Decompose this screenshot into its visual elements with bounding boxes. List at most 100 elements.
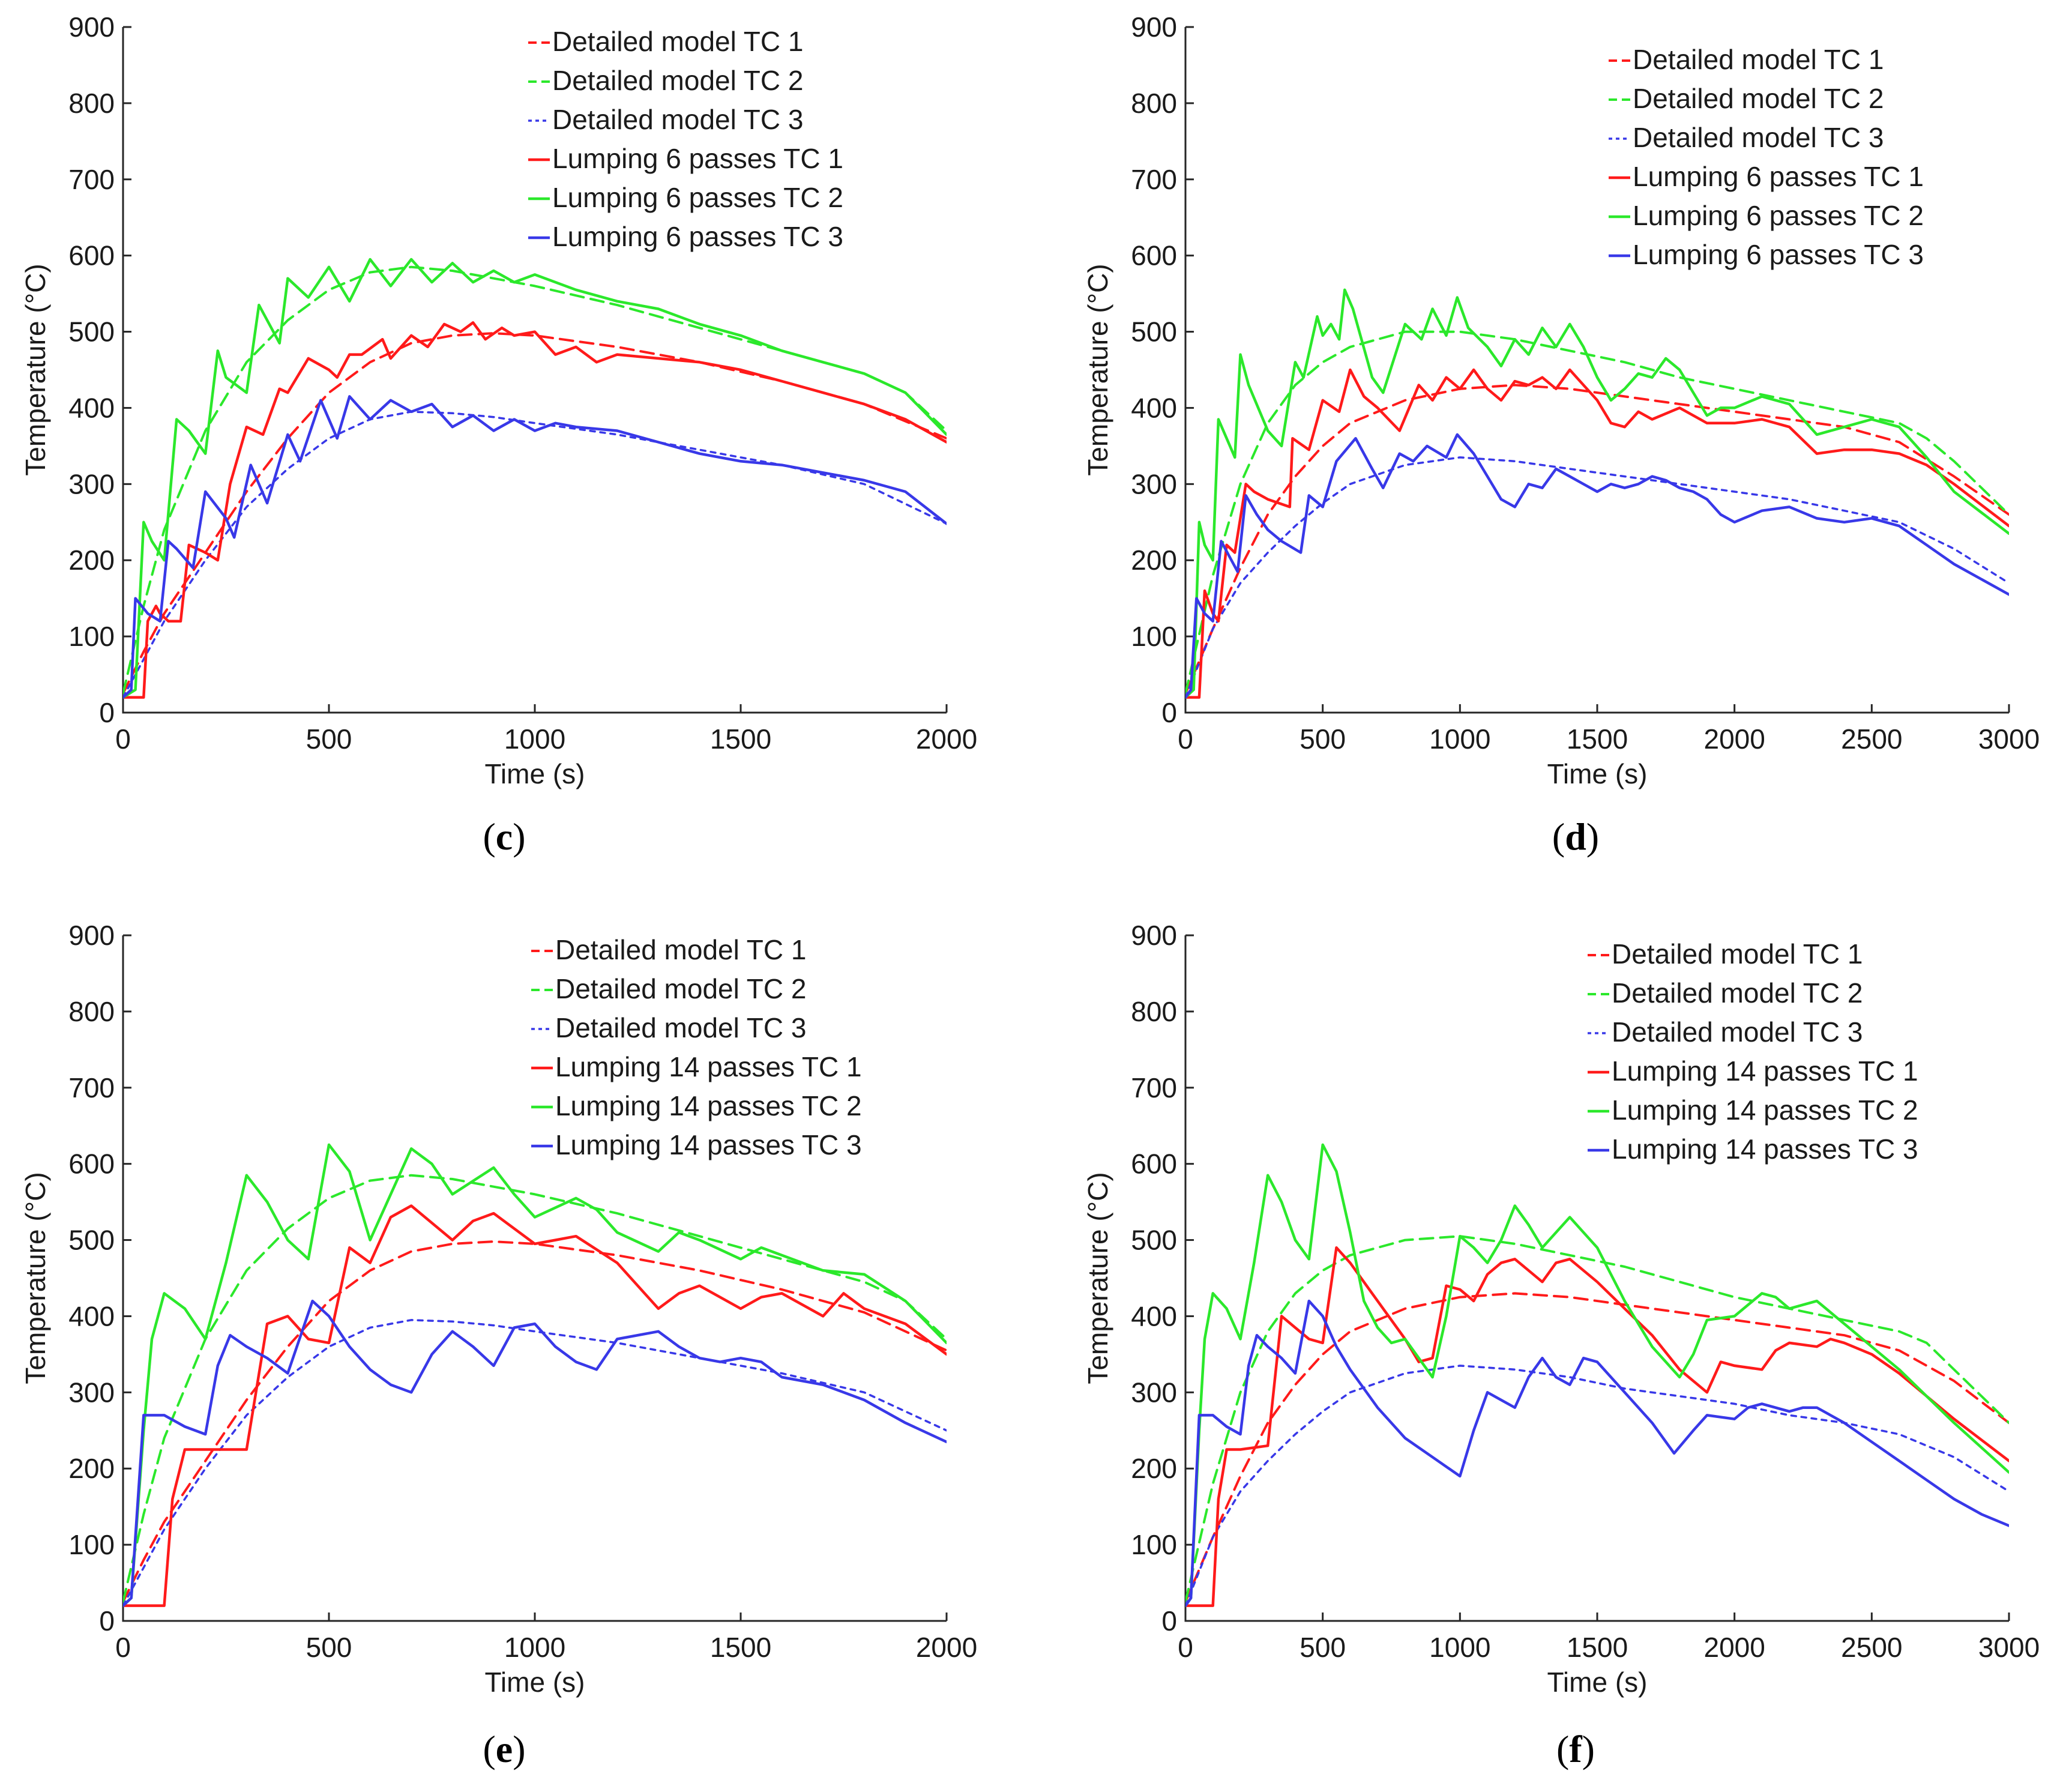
panel-label: (c): [483, 815, 525, 858]
x-tick-label: 3000: [1978, 1632, 2040, 1663]
y-tick-label: 700: [68, 1072, 115, 1103]
y-tick-label: 500: [68, 316, 115, 348]
x-tick-label: 2500: [1841, 723, 1902, 755]
legend-entry: Lumping 14 passes TC 2: [1612, 1094, 1918, 1126]
x-tick-label: 1000: [504, 723, 565, 755]
legend-entry: Detailed model TC 1: [552, 26, 803, 57]
y-tick-label: 900: [68, 920, 115, 951]
legend-entry: Detailed model TC 3: [552, 104, 803, 135]
legend-entry: Detailed model TC 2: [1612, 977, 1863, 1009]
x-tick-label: 500: [1300, 723, 1346, 755]
y-tick-label: 300: [68, 468, 115, 499]
y-tick-label: 800: [68, 88, 115, 119]
x-tick-label: 0: [115, 723, 131, 755]
x-tick-label: 500: [1300, 1632, 1346, 1663]
legend-entry: Lumping 14 passes TC 3: [555, 1129, 862, 1160]
legend-entry: Lumping 14 passes TC 1: [1612, 1055, 1918, 1087]
legend-entry: Lumping 6 passes TC 1: [552, 143, 843, 174]
panel-f: 0 100 200 300 400 500 600 700 800 900 0 500 1000 1500…: [1082, 920, 2040, 1770]
y-tick-label: 500: [1131, 1225, 1177, 1256]
y-tick-label: 600: [1131, 240, 1177, 271]
panel-d: 0 100 200 300 400 500 600 700 800 900 0 500 1000 1500…: [1082, 11, 2040, 858]
y-tick-label: 400: [1131, 392, 1177, 423]
legend-entry: Detailed model TC 3: [555, 1012, 806, 1043]
series-line-4: [123, 1204, 947, 1607]
x-tick-label: 1000: [1429, 723, 1490, 755]
y-tick-label: 400: [1131, 1300, 1177, 1332]
series-line-3: [1185, 456, 2009, 699]
y-tick-label: 300: [68, 1377, 115, 1408]
series-line-3: [1185, 1365, 2009, 1607]
y-tick-label: 0: [99, 1605, 115, 1637]
series-line-5: [123, 1143, 947, 1607]
y-axis-label: Temperature (°C): [20, 1172, 51, 1384]
series-line-4: [1185, 1246, 2009, 1607]
x-axis-label: Time (s): [1547, 1667, 1648, 1698]
x-tick-label: 0: [1178, 1632, 1193, 1663]
panel-e: 0 100 200 300 400 500 600 700 800 900 0 500 1000 1500…: [20, 920, 977, 1770]
series-line-6: [123, 1299, 947, 1607]
legend-entry: Detailed model TC 3: [1612, 1016, 1863, 1048]
axes-c: [122, 27, 947, 714]
legend-entry: Detailed model TC 1: [555, 934, 806, 965]
x-tick-label: 1500: [710, 723, 771, 755]
series-line-3: [123, 411, 947, 699]
legend-entry: Lumping 14 passes TC 2: [555, 1090, 862, 1121]
legend-entry: Lumping 14 passes TC 1: [555, 1051, 862, 1082]
series-line-6: [1185, 1299, 2009, 1607]
legend-entry: Detailed model TC 1: [1612, 938, 1863, 970]
y-tick-label: 100: [68, 621, 115, 652]
y-tick-label: 500: [1131, 316, 1177, 348]
series-line-4: [123, 321, 947, 699]
x-tick-label: 2000: [1703, 1632, 1765, 1663]
legend-entry: Detailed model TC 2: [555, 973, 806, 1004]
x-tick-label: 1000: [1429, 1632, 1490, 1663]
legend-entry: Lumping 14 passes TC 3: [1612, 1133, 1918, 1165]
axes-e: [122, 935, 947, 1622]
axes-d: [1184, 27, 2009, 714]
series-line-5: [1185, 1143, 2009, 1607]
y-tick-label: 700: [68, 164, 115, 195]
y-tick-label: 900: [1131, 920, 1177, 951]
y-tick-label: 300: [1131, 1377, 1177, 1408]
x-tick-label: 2000: [916, 723, 977, 755]
panel-label: (e): [483, 1728, 525, 1770]
x-axis-label: Time (s): [485, 1667, 585, 1698]
x-tick-label: 1500: [1567, 723, 1628, 755]
y-tick-label: 600: [68, 1148, 115, 1180]
series-line-4: [1185, 368, 2009, 699]
y-tick-label: 800: [68, 996, 115, 1027]
series-line-2: [123, 1174, 947, 1603]
y-tick-label: 200: [68, 1453, 115, 1484]
y-tick-label: 100: [1131, 1529, 1177, 1560]
x-tick-label: 0: [1178, 723, 1193, 755]
y-axis-label: Temperature (°C): [1082, 1172, 1113, 1384]
y-tick-label: 200: [1131, 545, 1177, 576]
y-axis-label: Temperature (°C): [20, 264, 51, 475]
y-tick-label: 700: [1131, 164, 1177, 195]
y-tick-label: 400: [68, 392, 115, 423]
x-axis-label: Time (s): [1547, 758, 1648, 789]
legend-entry: Lumping 6 passes TC 1: [1633, 161, 1924, 192]
y-axis-label: Temperature (°C): [1082, 264, 1113, 475]
x-axis-label: Time (s): [485, 758, 585, 789]
y-tick-label: 900: [68, 11, 115, 43]
y-tick-label: 0: [99, 697, 115, 728]
series-line-2: [1185, 330, 2009, 695]
series-line-3: [123, 1319, 947, 1607]
x-tick-label: 500: [306, 1632, 352, 1663]
series-line-1: [1185, 1292, 2009, 1603]
x-tick-label: 3000: [1978, 723, 2040, 755]
series-line-6: [1185, 433, 2009, 699]
y-tick-label: 800: [1131, 996, 1177, 1027]
y-tick-label: 100: [1131, 621, 1177, 652]
axes-f: [1184, 935, 2009, 1622]
y-tick-label: 0: [1161, 1605, 1177, 1637]
x-tick-label: 1500: [1567, 1632, 1628, 1663]
y-tick-label: 200: [68, 545, 115, 576]
x-tick-label: 2000: [1703, 723, 1765, 755]
y-tick-label: 500: [68, 1225, 115, 1256]
y-tick-label: 0: [1161, 697, 1177, 728]
x-tick-label: 1000: [504, 1632, 565, 1663]
panel-label: (d): [1552, 815, 1599, 858]
